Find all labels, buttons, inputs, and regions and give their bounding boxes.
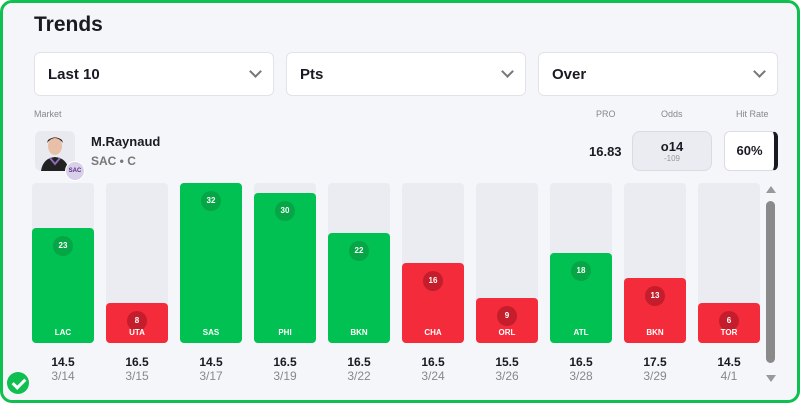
bar-team: BKN [646,328,664,337]
game-date: 3/14 [51,369,75,383]
game-line: 15.5 [495,355,519,369]
game-bar-track[interactable]: 16 CHA [402,183,464,343]
player-name[interactable]: M.Raynaud [91,134,161,149]
game-bar-track[interactable]: 8 UTA [106,183,168,343]
scrollbar-thumb[interactable] [766,201,775,363]
bar-value: 13 [645,286,665,306]
side-dropdown[interactable]: Over [538,52,778,96]
game-date: 4/1 [720,369,738,383]
bar-value: 22 [349,241,369,261]
game-bar[interactable]: 30 PHI [254,193,316,343]
game-bar-track[interactable]: 9 ORL [476,183,538,343]
player-team-position: SAC • C [91,154,136,168]
stat-dropdown[interactable]: Pts [286,52,526,96]
range-value: Last 10 [48,65,100,83]
game-date: 3/28 [569,369,593,383]
market-label: Market [34,109,62,119]
game-date: 3/24 [421,369,445,383]
bar-team: CHA [424,328,442,337]
chevron-down-icon [753,65,766,78]
game-bar[interactable]: 8 UTA [106,303,168,343]
game-bar[interactable]: 18 ATL [550,253,612,343]
bar-team: ATL [573,328,589,337]
scrollbar[interactable] [765,186,777,382]
game-bar-track[interactable]: 23 LAC [32,183,94,343]
game-bar-track[interactable]: 18 ATL [550,183,612,343]
scroll-down-icon[interactable] [766,375,776,382]
game-line: 14.5 [51,355,75,369]
bar-team: PHI [278,328,292,337]
game-bar-track[interactable]: 30 PHI [254,183,316,343]
bar-team: UTA [129,328,145,337]
game-line: 16.5 [347,355,371,369]
game-bar-track[interactable]: 22 BKN [328,183,390,343]
bar-value: 8 [127,311,147,331]
game-bar[interactable]: 22 BKN [328,233,390,343]
game-bar[interactable]: 23 LAC [32,228,94,343]
odds-label: Odds [661,109,683,119]
odds-button[interactable]: o14 -109 [632,131,712,171]
bar-value: 9 [497,306,517,326]
game-date: 3/26 [495,369,519,383]
hit-rate-label: Hit Rate [736,109,769,119]
game-date: 3/15 [125,369,149,383]
game-line: 17.5 [643,355,667,369]
bar-value: 16 [423,271,443,291]
range-dropdown[interactable]: Last 10 [34,52,274,96]
scroll-up-icon[interactable] [766,186,776,193]
stat-value: Pts [300,65,324,83]
game-line: 16.5 [125,355,149,369]
bar-value: 18 [571,261,591,281]
bar-team: SAS [202,328,220,337]
odds-line: o14 [660,139,684,154]
hit-rate-value: 60% [724,131,778,171]
page-title: Trends [34,13,103,36]
game-bar-track[interactable]: 32 SAS [180,183,242,343]
game-bar[interactable]: 9 ORL [476,298,538,343]
game-line: 16.5 [421,355,445,369]
bar-value: 23 [53,236,73,256]
bar-value: 32 [201,191,221,211]
game-date: 3/19 [273,369,297,383]
game-bar-track[interactable]: 13 BKN [624,183,686,343]
odds-price: -109 [663,154,680,163]
bar-value: 30 [275,201,295,221]
team-logo: SAC [65,161,85,181]
game-bar[interactable]: 16 CHA [402,263,464,343]
pro-value: 16.83 [589,144,622,159]
chevron-down-icon [249,65,262,78]
game-line: 16.5 [273,355,297,369]
player-avatar [35,131,75,171]
game-line: 14.5 [717,355,741,369]
game-date: 3/22 [347,369,371,383]
check-circle-icon [7,372,29,394]
game-line: 16.5 [569,355,593,369]
game-date: 3/17 [199,369,223,383]
bar-team: BKN [350,328,368,337]
bar-team: ORL [498,328,516,337]
game-bar[interactable]: 32 SAS [180,183,242,343]
game-bar[interactable]: 6 TOR [698,303,760,343]
bar-team: LAC [54,328,72,337]
pro-label: PRO [596,109,616,119]
game-line: 14.5 [199,355,223,369]
game-bar[interactable]: 13 BKN [624,278,686,343]
bar-team: TOR [720,328,738,337]
game-bar-track[interactable]: 6 TOR [698,183,760,343]
chevron-down-icon [501,65,514,78]
bar-value: 6 [719,311,739,331]
side-value: Over [552,65,587,83]
game-date: 3/29 [643,369,667,383]
